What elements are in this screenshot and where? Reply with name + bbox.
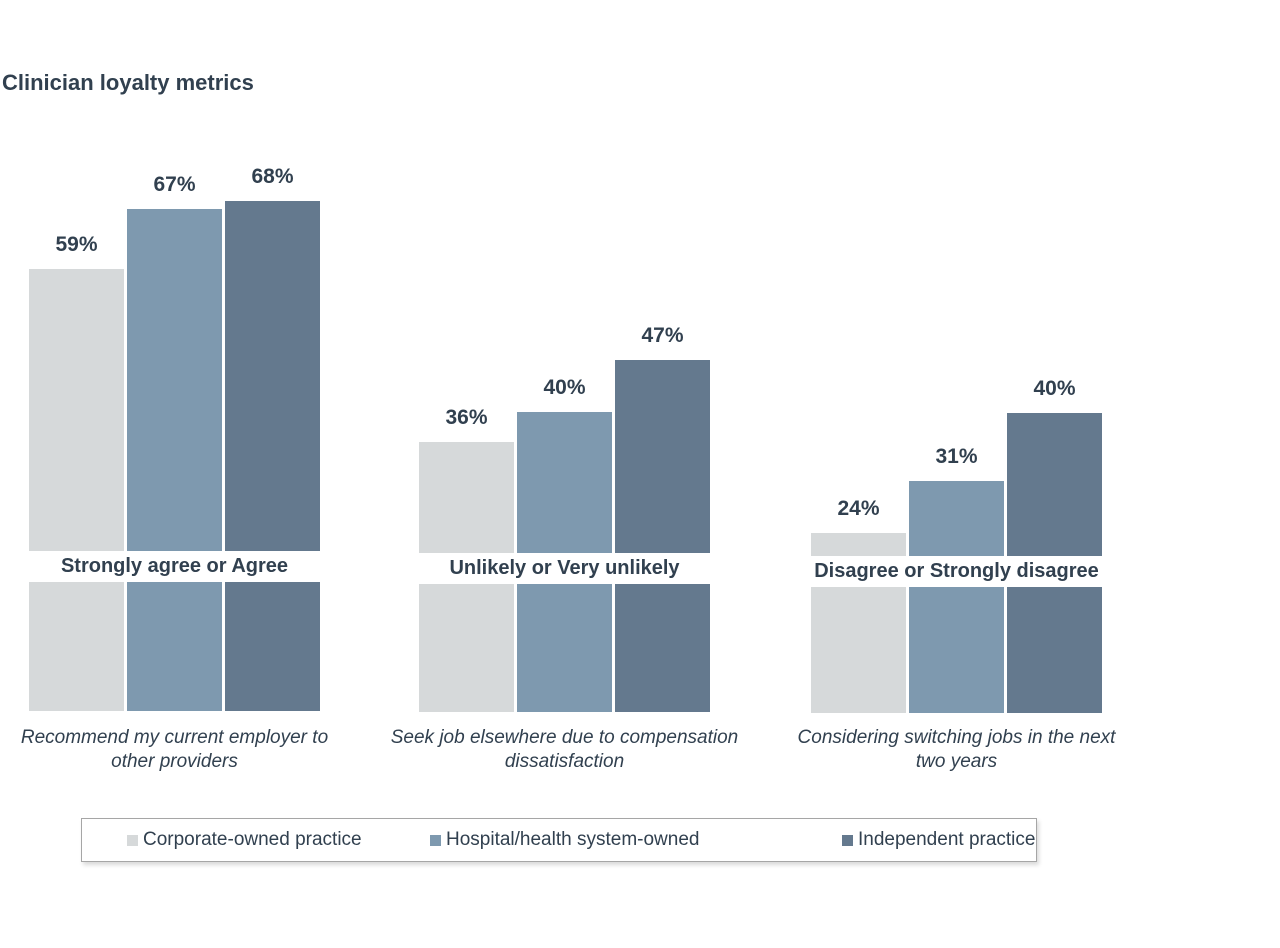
legend-label: Independent practice bbox=[858, 829, 1036, 850]
bar-independent: 68% bbox=[225, 165, 320, 711]
chart-title: Clinician loyalty metrics bbox=[2, 70, 254, 95]
legend-swatch-independent bbox=[842, 834, 853, 846]
legend: Corporate-owned practice Hospital/health… bbox=[81, 818, 1037, 862]
bar-group-disagree: 24% 31% 40% Disagree or Strongly disagre… bbox=[798, 0, 1116, 948]
bar-group-unlikely: 36% 40% 47% Unlikely or Very unlikely Se… bbox=[391, 0, 739, 948]
bar-value-label: 68% bbox=[251, 165, 294, 188]
statement-label: Seek job elsewhere due to compensation d… bbox=[390, 727, 739, 772]
bar-corporate: 59% bbox=[29, 233, 124, 711]
bar-group-strongly-agree: 59% 67% 68% Strongly agree or Agree Reco… bbox=[21, 0, 328, 948]
bar-value-label: 40% bbox=[1033, 377, 1076, 400]
statement-label: Recommend my current employer to other p… bbox=[20, 727, 329, 772]
bar-value-label: 67% bbox=[153, 172, 196, 196]
bar-value-label: 47% bbox=[641, 323, 684, 347]
legend-item-independent: Independent practice bbox=[842, 819, 1035, 861]
legend-label: Corporate-owned practice bbox=[143, 829, 362, 850]
legend-swatch-hospital bbox=[430, 834, 441, 846]
bar-value-label: 31% bbox=[935, 444, 978, 468]
statement-label: Considering switching jobs in the next t… bbox=[797, 727, 1116, 772]
legend-item-corporate: Corporate-owned practice bbox=[127, 819, 362, 861]
bar-value-label: 40% bbox=[543, 376, 586, 399]
legend-swatch-corporate bbox=[127, 834, 138, 846]
bar-hospital: 67% bbox=[127, 173, 222, 711]
legend-item-hospital: Hospital/health system-owned bbox=[430, 819, 699, 861]
category-band-label: Unlikely or Very unlikely bbox=[413, 553, 716, 584]
bar-hospital: 31% bbox=[909, 445, 1004, 713]
bar-value-label: 36% bbox=[445, 406, 488, 429]
category-band-label: Strongly agree or Agree bbox=[23, 551, 326, 582]
category-band-label: Disagree or Strongly disagree bbox=[805, 556, 1108, 587]
bar-value-label: 24% bbox=[837, 497, 880, 520]
bar-value-label: 59% bbox=[55, 232, 98, 256]
legend-label: Hospital/health system-owned bbox=[446, 829, 700, 850]
bar-independent: 47% bbox=[615, 324, 710, 712]
